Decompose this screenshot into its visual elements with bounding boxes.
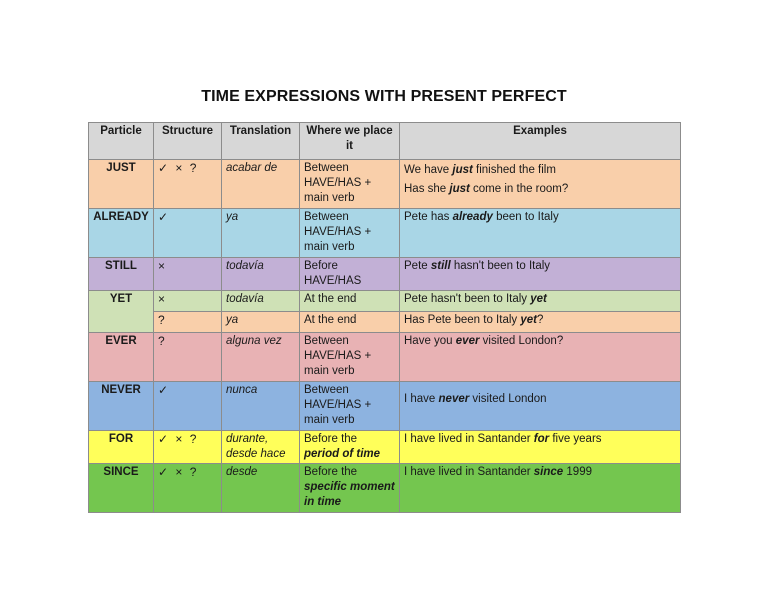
row-just: JUST ✓ × ? acabar de Between HAVE/HAS + …	[88, 159, 681, 209]
header-structure: Structure	[153, 122, 222, 160]
where-just: Between HAVE/HAS + main verb	[299, 159, 400, 209]
header-examples: Examples	[399, 122, 681, 160]
header-translation: Translation	[221, 122, 300, 160]
header-where: Where we place it	[299, 122, 400, 160]
translation-for: durante, desde hace	[221, 430, 300, 464]
particle-still: STILL	[88, 257, 154, 291]
translation-yet-2: ya	[221, 311, 300, 333]
example-just-2: Has she just come in the room?	[404, 183, 569, 195]
translation-yet-1: todavía	[221, 290, 300, 312]
where-for: Before the period of time	[299, 430, 400, 464]
structure-yet-1: ×	[153, 290, 222, 312]
row-since: SINCE ✓ × ? desde Before the specific mom…	[88, 463, 681, 513]
where-since: Before the specific moment in time	[299, 463, 400, 513]
example-just-1: We have just finished the film	[404, 164, 556, 176]
structure-just: ✓ × ?	[153, 159, 222, 209]
example-since: I have lived in Santander since 1999	[399, 463, 681, 513]
example-already: Pete has already been to Italy	[399, 208, 681, 258]
where-already: Between HAVE/HAS + main verb	[299, 208, 400, 258]
translation-never: nunca	[221, 381, 300, 431]
row-yet-1: YET × todavía At the end Pete hasn't bee…	[88, 290, 681, 333]
row-yet-2: ? ya At the end Has Pete been to Italy y…	[88, 311, 681, 333]
structure-for: ✓ × ?	[153, 430, 222, 464]
translation-since: desde	[221, 463, 300, 513]
example-for: I have lived in Santander for five years	[399, 430, 681, 464]
structure-yet-2: ?	[153, 311, 222, 333]
header-particle: Particle	[88, 122, 154, 160]
page-title: TIME EXPRESSIONS WITH PRESENT PERFECT	[201, 88, 567, 105]
where-yet-2: At the end	[299, 311, 400, 333]
structure-already: ✓	[153, 208, 222, 258]
row-still: STILL × todavía Before HAVE/HAS Pete sti…	[88, 257, 681, 291]
translation-still: todavía	[221, 257, 300, 291]
row-ever: EVER ? alguna vez Between HAVE/HAS + mai…	[88, 332, 681, 382]
where-still: Before HAVE/HAS	[299, 257, 400, 291]
particle-since: SINCE	[88, 463, 154, 513]
translation-just: acabar de	[221, 159, 300, 209]
time-expressions-table: Particle Structure Translation Where we …	[88, 122, 681, 513]
where-never: Between HAVE/HAS + main verb	[299, 381, 400, 431]
where-yet-1: At the end	[299, 290, 400, 312]
row-never: NEVER ✓ nunca Between HAVE/HAS + main ve…	[88, 381, 681, 431]
translation-ever: alguna vez	[221, 332, 300, 382]
example-ever: Have you ever visited London?	[399, 332, 681, 382]
example-yet-2: Has Pete been to Italy yet?	[399, 311, 681, 333]
structure-still: ×	[153, 257, 222, 291]
row-for: FOR ✓ × ? durante, desde hace Before the…	[88, 430, 681, 464]
header-row: Particle Structure Translation Where we …	[88, 122, 681, 160]
structure-ever: ?	[153, 332, 222, 382]
particle-ever: EVER	[88, 332, 154, 382]
translation-already: ya	[221, 208, 300, 258]
particle-for: FOR	[88, 430, 154, 464]
particle-just: JUST	[88, 159, 154, 209]
particle-never: NEVER	[88, 381, 154, 431]
structure-never: ✓	[153, 381, 222, 431]
example-yet-1: Pete hasn't been to Italy yet	[399, 290, 681, 312]
row-already: ALREADY ✓ ya Between HAVE/HAS + main ver…	[88, 208, 681, 258]
where-ever: Between HAVE/HAS + main verb	[299, 332, 400, 382]
examples-just: We have just finished the film Has she j…	[399, 159, 681, 209]
particle-already: ALREADY	[88, 208, 154, 258]
particle-yet: YET	[88, 290, 154, 333]
example-never: I have never visited London	[399, 381, 681, 431]
example-still: Pete still hasn't been to Italy	[399, 257, 681, 291]
structure-since: ✓ × ?	[153, 463, 222, 513]
